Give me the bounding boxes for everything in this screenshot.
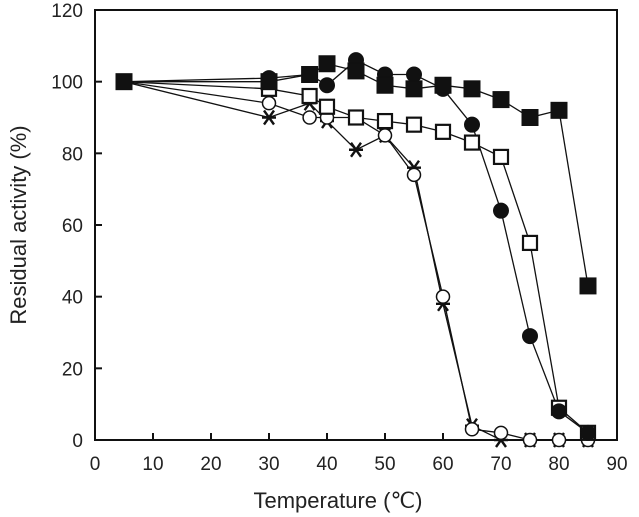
x-tick-label: 90 — [606, 454, 627, 475]
data-point-open-square — [492, 148, 510, 166]
series-markers-open-circle — [116, 74, 596, 448]
x-tick-label: 50 — [374, 454, 395, 475]
data-point-open-circle — [435, 289, 451, 304]
data-point-open-circle — [493, 425, 509, 441]
x-tick-label: 40 — [316, 454, 337, 475]
data-point-filled-circle — [464, 116, 480, 133]
data-point-filled-square — [550, 101, 568, 119]
data-point-open-square — [463, 134, 481, 151]
x-tick-label: 10 — [142, 454, 163, 475]
x-tick-label: 20 — [200, 454, 221, 475]
data-point-open-square — [434, 123, 452, 140]
series-line-asterisk — [123, 81, 588, 441]
data-point-filled-square — [405, 80, 423, 98]
data-point-open-circle — [261, 95, 277, 111]
y-tick-label: 40 — [62, 288, 83, 309]
x-tick-label: 80 — [548, 454, 569, 475]
data-point-open-circle — [522, 432, 538, 448]
data-point-filled-square — [376, 76, 394, 94]
y-tick-label: 0 — [72, 431, 83, 452]
series-markers-filled-square — [115, 55, 597, 295]
series-layer — [115, 52, 597, 448]
data-point-filled-square — [318, 55, 336, 73]
series-markers-open-square — [115, 73, 597, 441]
data-point-open-square — [376, 112, 394, 130]
y-tick-label: 20 — [62, 359, 83, 380]
y-tick-label: 100 — [51, 73, 83, 94]
data-point-asterisk — [262, 109, 276, 126]
data-point-open-square — [318, 98, 336, 115]
data-point-filled-square — [579, 277, 597, 295]
x-tick-label: 60 — [432, 454, 453, 475]
data-point-open-circle — [551, 432, 567, 448]
data-point-open-circle — [302, 110, 317, 125]
data-point-filled-square — [301, 66, 319, 83]
data-point-open-square — [301, 87, 318, 105]
series-line-filled-square — [124, 63, 589, 287]
data-point-filled-circle — [522, 328, 538, 345]
data-point-filled-square — [463, 80, 481, 98]
axes: 0 10 20 30 40 50 60 70 80 90 0 20 40 60 80 100 120 — [51, 1, 627, 475]
y-tick-label: 80 — [62, 144, 83, 165]
data-point-filled-square — [347, 62, 365, 80]
y-tick-label: 60 — [62, 216, 83, 237]
data-point-filled-circle — [493, 202, 509, 219]
series-line-open-circle — [123, 81, 588, 441]
data-point-filled-circle — [319, 77, 335, 94]
y-tick-label: 120 — [51, 1, 83, 22]
data-point-open-square — [347, 109, 365, 126]
data-point-open-circle — [377, 128, 393, 143]
series-markers-asterisk — [117, 73, 595, 448]
x-tick-label: 70 — [490, 454, 511, 475]
data-point-filled-square — [492, 91, 510, 109]
y-axis-title: Residual activity (%) — [6, 125, 31, 324]
x-tick-label: 30 — [258, 454, 279, 475]
x-axis-title: Temperature (℃) — [254, 488, 423, 513]
data-point-open-square — [405, 116, 423, 133]
data-point-open-square — [521, 234, 539, 252]
data-point-filled-circle — [406, 66, 422, 83]
data-point-filled-square — [434, 76, 452, 94]
data-point-filled-circle — [551, 403, 567, 420]
data-point-filled-square — [260, 73, 278, 91]
series-line-open-square — [123, 81, 589, 434]
data-point-open-circle — [464, 422, 480, 437]
data-point-asterisk — [349, 142, 363, 158]
data-point-filled-circle — [580, 424, 596, 441]
data-point-open-circle — [406, 167, 422, 183]
data-point-filled-square — [115, 73, 133, 91]
data-point-filled-square — [521, 109, 539, 126]
x-tick-label: 0 — [90, 454, 101, 475]
